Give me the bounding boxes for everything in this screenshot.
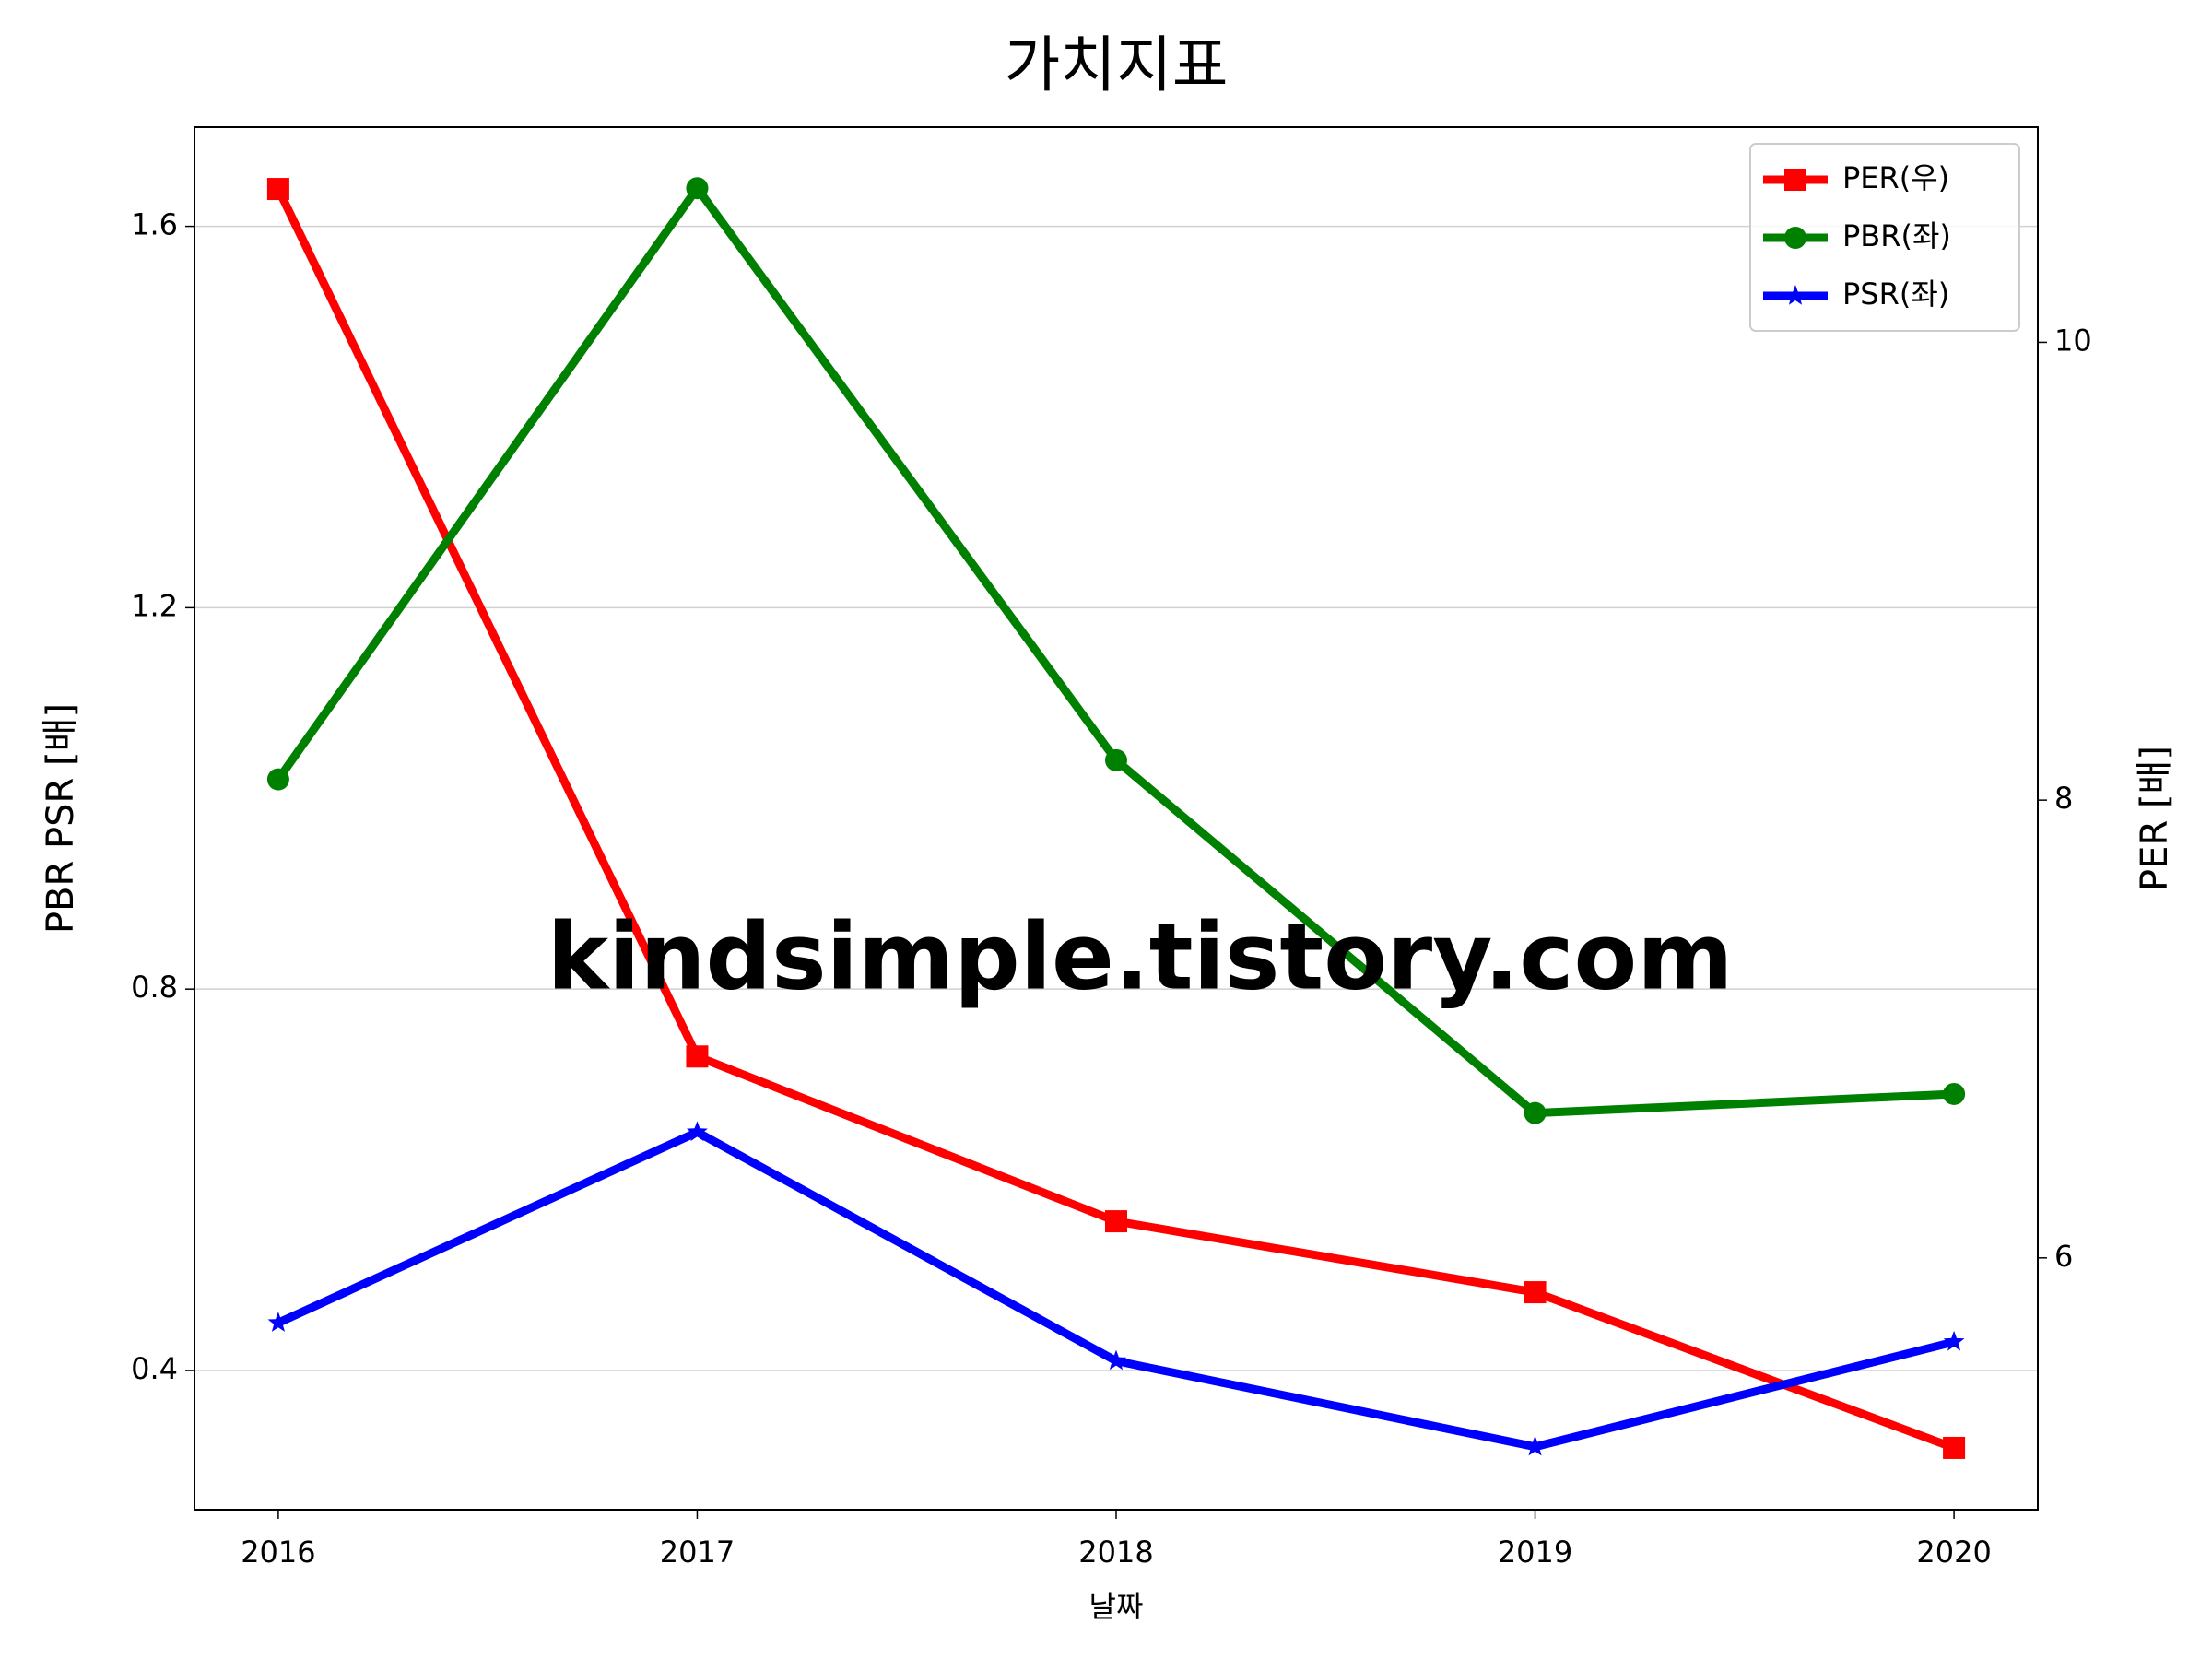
legend-marker	[1784, 227, 1806, 249]
marker	[1105, 1349, 1127, 1371]
marker	[1524, 1281, 1547, 1304]
legend-marker	[1784, 285, 1806, 305]
watermark: kindsimple.tistory.com	[547, 902, 1734, 1010]
legend-box	[1749, 143, 2020, 332]
series-line	[274, 187, 1956, 1453]
y-tick-label: 0.4	[131, 1351, 178, 1386]
x-tick-label: 2020	[1916, 1535, 1991, 1570]
y2-tick-label: 10	[2054, 323, 2092, 358]
x-tick-label: 2018	[1078, 1535, 1153, 1570]
marker	[1943, 1436, 1966, 1459]
y-tick-label: 0.8	[131, 970, 178, 1005]
marker	[1105, 748, 1127, 771]
marker	[1943, 1082, 1966, 1105]
y-tick-label: 1.2	[131, 588, 178, 623]
axes-frame	[194, 126, 2039, 1511]
legend-marker	[1784, 169, 1806, 191]
marker	[1943, 1330, 1965, 1351]
marker	[687, 1121, 708, 1142]
marker	[267, 1312, 289, 1332]
y-axis-label: PBR PSR [배]	[40, 703, 82, 934]
legend-label: PSR(좌)	[1842, 276, 1949, 312]
y2-tick-label: 6	[2054, 1239, 2073, 1274]
marker	[266, 178, 289, 201]
y2-axis-label: PER [배]	[2134, 746, 2176, 891]
x-tick-label: 2016	[241, 1535, 315, 1570]
y-tick-label: 1.6	[131, 207, 178, 242]
marker	[686, 177, 709, 200]
x-tick-label: 2017	[660, 1535, 735, 1570]
series-line	[276, 1127, 1956, 1452]
x-tick-label: 2019	[1498, 1535, 1572, 1570]
legend-label: PER(우)	[1842, 160, 1949, 195]
marker	[1524, 1101, 1547, 1124]
chart-title: 가치지표	[1005, 29, 1229, 100]
marker	[266, 768, 289, 791]
marker	[1524, 1435, 1546, 1456]
marker	[1105, 1210, 1127, 1233]
x-axis-label: 날짜	[1089, 1589, 1144, 1624]
legend-label: PBR(좌)	[1842, 218, 1951, 253]
marker	[686, 1045, 709, 1068]
y2-tick-label: 8	[2054, 781, 2073, 816]
